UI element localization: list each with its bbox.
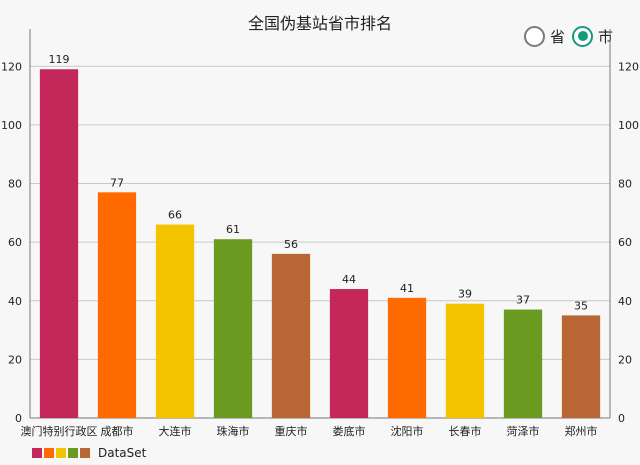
bar [97, 192, 137, 418]
legend-swatch-4 [68, 448, 78, 458]
bar-value-label: 61 [226, 223, 240, 236]
bar [445, 303, 485, 418]
radio-city-label[interactable]: 市 [598, 27, 614, 46]
x-tick-label: 澳门特别行政区 [21, 424, 98, 438]
x-tick-label: 沈阳市 [391, 424, 424, 438]
x-tick-label: 重庆市 [275, 424, 308, 438]
radio-city[interactable]: 市 [572, 25, 614, 47]
bar [213, 239, 253, 418]
bar-value-label: 56 [284, 238, 298, 251]
y-tick-label-left: 20 [8, 353, 22, 366]
x-tick-label: 大连市 [159, 424, 192, 438]
bar [155, 224, 195, 418]
y-tick-label-right: 80 [618, 178, 632, 191]
x-tick-label: 菏泽市 [507, 424, 540, 438]
y-tick-label-left: 60 [8, 236, 22, 249]
radio-province-indicator[interactable] [524, 25, 545, 47]
bar [387, 297, 427, 418]
radio-province-label[interactable]: 省 [550, 27, 566, 46]
y-tick-label-left: 100 [1, 119, 22, 132]
bar-value-label: 119 [49, 53, 70, 66]
legend-swatch-3 [56, 448, 66, 458]
y-tick-label-left: 80 [8, 178, 22, 191]
y-tick-label-left: 120 [1, 60, 22, 73]
x-tick-label: 成都市 [101, 424, 134, 438]
y-tick-label-right: 120 [618, 60, 639, 73]
bar [271, 253, 311, 418]
radio-city-indicator[interactable] [572, 25, 594, 47]
x-tick-label: 珠海市 [217, 424, 250, 438]
bar [329, 289, 369, 418]
legend-swatch-1 [32, 448, 42, 458]
legend-swatch-5 [80, 448, 90, 458]
bar-value-label: 39 [458, 288, 472, 301]
x-tick-label: 郑州市 [565, 424, 598, 438]
bar-value-label: 41 [400, 282, 414, 295]
bar-value-label: 44 [342, 273, 356, 286]
legend-swatch-2 [44, 448, 54, 458]
x-tick-label: 长春市 [449, 424, 482, 438]
y-tick-label-right: 60 [618, 236, 632, 249]
y-tick-label-right: 40 [618, 295, 632, 308]
radio-province[interactable]: 省 [524, 25, 566, 47]
bar [561, 315, 601, 418]
x-tick-label: 娄底市 [333, 424, 366, 438]
y-tick-label-right: 0 [618, 412, 625, 425]
chart-title: 全国伪基站省市排名 [247, 14, 392, 33]
bar [39, 69, 79, 418]
province-city-toggle[interactable]: 省 市 [524, 23, 613, 49]
bar-value-label: 77 [110, 176, 124, 189]
bar-value-label: 66 [168, 209, 182, 222]
bar-value-label: 37 [516, 294, 530, 307]
chart-legend: DataSet [32, 446, 146, 460]
y-tick-label-right: 20 [618, 353, 632, 366]
bar [503, 309, 543, 418]
bar-value-label: 35 [574, 299, 588, 312]
legend-series-name: DataSet [98, 446, 147, 460]
y-tick-label-right: 100 [618, 119, 639, 132]
y-tick-label-left: 0 [15, 412, 22, 425]
y-tick-label-left: 40 [8, 295, 22, 308]
